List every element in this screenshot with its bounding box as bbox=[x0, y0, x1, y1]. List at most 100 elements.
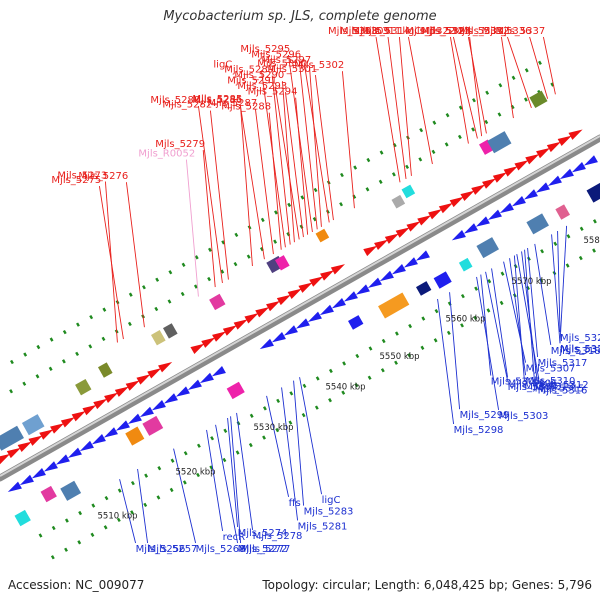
tick-mark bbox=[61, 359, 66, 364]
forward-gene-label: Mjls_5309 bbox=[340, 26, 390, 37]
tick-mark bbox=[193, 284, 198, 289]
leader-line bbox=[469, 36, 483, 137]
reverse-gene-arrow bbox=[295, 318, 310, 329]
reverse-gene-arrow bbox=[19, 474, 34, 486]
tick-mark bbox=[64, 518, 69, 523]
tick-mark bbox=[289, 391, 294, 396]
leader-line bbox=[398, 36, 412, 176]
gene-block bbox=[142, 415, 164, 436]
tick-mark bbox=[274, 210, 278, 215]
reverse-gene-arrow bbox=[451, 229, 466, 241]
reverse-gene-arrow bbox=[559, 168, 574, 180]
tick-mark bbox=[116, 517, 121, 523]
tick-mark bbox=[220, 269, 225, 274]
forward-gene-label: Mjls_5282 bbox=[162, 100, 212, 111]
forward-gene-arrow bbox=[136, 374, 151, 385]
tick-mark bbox=[471, 127, 476, 132]
tick-mark bbox=[90, 532, 95, 537]
tick-mark bbox=[157, 466, 162, 471]
leader-line bbox=[407, 36, 433, 165]
leader-line bbox=[551, 234, 561, 344]
reverse-gene-arrow bbox=[355, 284, 370, 295]
leader-line bbox=[236, 412, 254, 530]
tick-mark bbox=[340, 172, 344, 178]
forward-gene-arrow bbox=[222, 325, 238, 336]
tick-mark bbox=[233, 261, 238, 267]
tick-mark bbox=[566, 234, 571, 239]
tick-mark bbox=[500, 271, 505, 276]
tick-mark bbox=[183, 451, 188, 456]
gene-block bbox=[75, 378, 92, 396]
tick-mark bbox=[128, 292, 133, 297]
reverse-gene-arrow bbox=[379, 270, 394, 282]
tick-mark bbox=[328, 398, 332, 403]
leader-line bbox=[295, 97, 309, 235]
reverse-gene-arrow bbox=[79, 440, 94, 452]
tick-mark bbox=[260, 217, 265, 223]
reverse-gene-label: Mjls_5281 bbox=[298, 521, 348, 532]
tick-mark bbox=[262, 435, 266, 440]
tick-mark bbox=[64, 547, 68, 552]
tick-mark bbox=[89, 314, 94, 320]
reverse-gene-label: Mjls_5310 bbox=[526, 376, 576, 387]
leader-line bbox=[534, 243, 552, 345]
leader-line bbox=[266, 395, 290, 497]
tick-mark bbox=[407, 353, 412, 358]
tick-mark bbox=[104, 495, 109, 501]
leader-line bbox=[254, 109, 274, 255]
forward-gene-label: Mjls_5314 bbox=[360, 26, 410, 37]
forward-gene-arrow bbox=[190, 343, 205, 355]
leader-line bbox=[509, 258, 527, 376]
reverse-gene-arrow bbox=[115, 420, 130, 431]
tick-mark bbox=[421, 316, 426, 321]
leader-line bbox=[304, 69, 330, 223]
tick-mark bbox=[342, 361, 347, 366]
reverse-gene-label: Mjls_5317 bbox=[538, 358, 588, 369]
leader-line bbox=[209, 110, 229, 280]
forward-gene-label: Mjls_5273 bbox=[57, 170, 107, 181]
tick-mark bbox=[262, 406, 267, 411]
reverse-gene-label: Mjls_5278 bbox=[253, 531, 303, 542]
gene-block bbox=[378, 292, 410, 319]
leader-line bbox=[299, 377, 323, 495]
forward-gene-arrow bbox=[298, 282, 313, 293]
gene-block bbox=[555, 204, 570, 220]
reverse-gene-label: Mjls_5312 bbox=[539, 380, 589, 391]
reverse-gene-arrow bbox=[187, 379, 202, 390]
forward-gene-arrow bbox=[417, 215, 432, 226]
gene-block bbox=[529, 90, 548, 108]
tick-mark bbox=[592, 248, 596, 253]
leader-line bbox=[437, 298, 455, 425]
tick-mark bbox=[368, 346, 373, 351]
reverse-gene-arrow bbox=[283, 325, 298, 336]
leader-line bbox=[524, 249, 536, 383]
tick-mark bbox=[196, 443, 201, 448]
forward-gene-arrow bbox=[514, 160, 529, 171]
forward-gene-label: Mjls_5294 bbox=[248, 87, 298, 98]
leader-line bbox=[281, 387, 299, 521]
page-title: Mycobacterium sp. JLS, complete genome bbox=[163, 9, 437, 24]
reverse-gene-label: Mjls_5318 bbox=[551, 346, 600, 357]
leader-line bbox=[387, 36, 407, 180]
tick-mark bbox=[355, 353, 360, 359]
reverse-gene-label: Mjls_5321 bbox=[560, 333, 600, 344]
tick-mark bbox=[312, 217, 317, 222]
tick-mark bbox=[36, 344, 41, 350]
reverse-gene-label: Mjls_5268 bbox=[196, 544, 246, 555]
reverse-gene-label: Mjls_5313 bbox=[524, 381, 574, 392]
leader-line bbox=[527, 247, 539, 358]
reverse-gene-label: Mjls_5256 bbox=[136, 544, 186, 555]
forward-gene-arrow bbox=[482, 178, 497, 189]
tick-mark bbox=[540, 249, 545, 254]
reverse-gene-label: ffs bbox=[289, 498, 301, 509]
gene-features bbox=[0, 90, 600, 527]
gene-block bbox=[476, 237, 500, 259]
backbone-highlight bbox=[0, 135, 600, 477]
tick-mark bbox=[511, 75, 516, 80]
tick-mark bbox=[103, 525, 108, 530]
forward-gene-label: Mjls_5289 bbox=[224, 65, 274, 76]
forward-gene-arrow bbox=[0, 453, 11, 465]
ruler-label: 5530 kbp bbox=[254, 423, 294, 433]
tick-mark bbox=[248, 442, 253, 448]
leader-line bbox=[449, 292, 461, 410]
